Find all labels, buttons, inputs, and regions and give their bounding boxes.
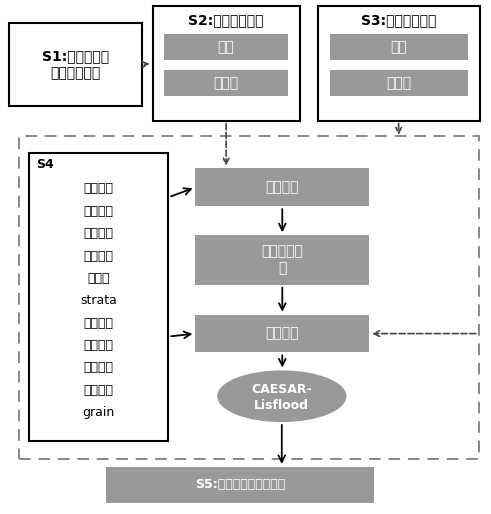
FancyBboxPatch shape [195, 315, 369, 353]
Text: Lisflood: Lisflood [254, 399, 309, 412]
Text: 地层系统: 地层系统 [84, 227, 114, 240]
Text: 泥沙追踪: 泥沙追踪 [266, 326, 299, 341]
FancyBboxPatch shape [29, 153, 168, 441]
Text: S1:确定滑坡失
稳坡度角阈值: S1:确定滑坡失 稳坡度角阈值 [42, 49, 109, 80]
Text: 数组变量: 数组变量 [84, 384, 114, 397]
FancyBboxPatch shape [329, 70, 468, 96]
FancyBboxPatch shape [9, 23, 141, 106]
Text: S5:输出（各源区）文件: S5:输出（各源区）文件 [195, 478, 285, 491]
Text: 沙粒径组: 沙粒径组 [84, 339, 114, 352]
Text: 非滑坡: 非滑坡 [214, 76, 239, 90]
Text: S2:坡角阈值矩阵: S2:坡角阈值矩阵 [189, 13, 264, 27]
FancyBboxPatch shape [153, 6, 300, 121]
Text: 和代表泥: 和代表泥 [84, 317, 114, 329]
Text: 滑坡: 滑坡 [218, 40, 235, 54]
Text: 的四维数: 的四维数 [84, 249, 114, 263]
Text: 建立代表: 建立代表 [84, 182, 114, 195]
Text: 成的三维: 成的三维 [84, 361, 114, 374]
FancyBboxPatch shape [195, 235, 369, 285]
Text: 地表活动: 地表活动 [84, 205, 114, 218]
Text: strata: strata [81, 295, 117, 307]
FancyBboxPatch shape [106, 467, 374, 503]
FancyBboxPatch shape [164, 34, 288, 60]
Text: S4: S4 [36, 158, 54, 171]
Text: 坡面过程: 坡面过程 [266, 180, 299, 194]
Text: CAESAR-: CAESAR- [251, 383, 312, 396]
Text: 非滑坡: 非滑坡 [386, 76, 411, 90]
FancyBboxPatch shape [318, 6, 480, 121]
FancyBboxPatch shape [195, 169, 369, 206]
Text: S3:追踪索引矩阵: S3:追踪索引矩阵 [361, 13, 436, 27]
Text: 泥沙运移过
程: 泥沙运移过 程 [261, 245, 303, 276]
Text: 滑坡: 滑坡 [390, 40, 407, 54]
FancyBboxPatch shape [329, 34, 468, 60]
Ellipse shape [217, 371, 347, 422]
Text: 组变量: 组变量 [87, 272, 110, 285]
Text: grain: grain [82, 406, 115, 419]
FancyBboxPatch shape [164, 70, 288, 96]
